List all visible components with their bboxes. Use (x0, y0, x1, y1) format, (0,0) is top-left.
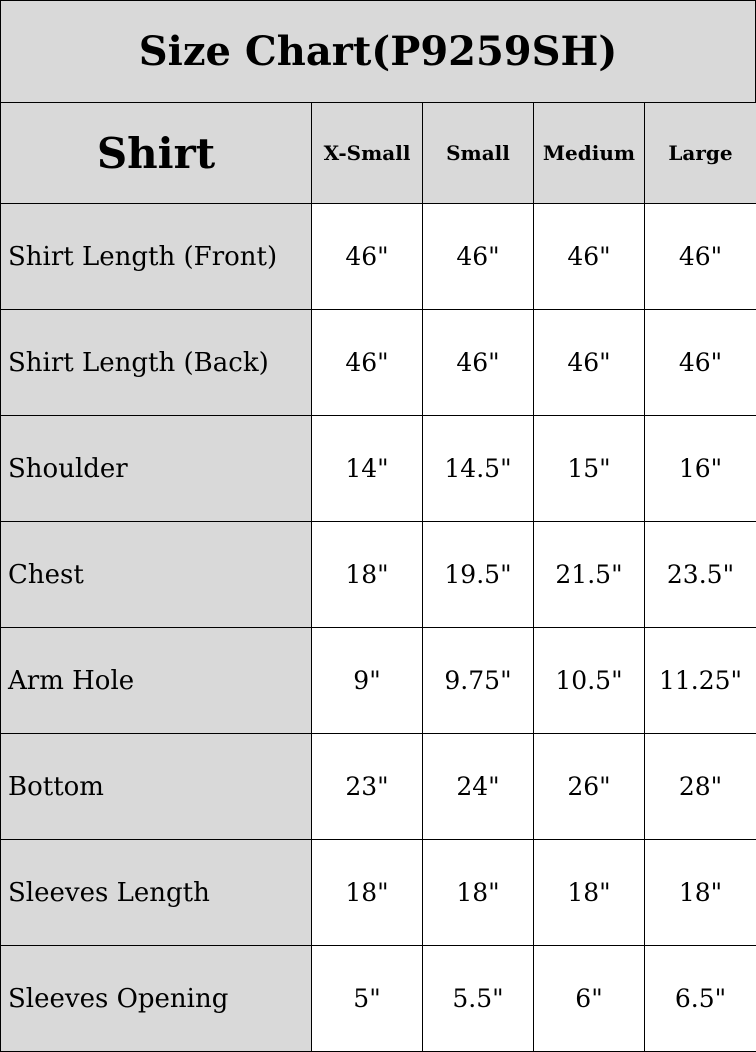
table-row: Shirt Length (Back) 46" 46" 46" 46" (0, 309, 756, 416)
measurement-value: 28" (644, 733, 756, 840)
measurement-value: 23" (311, 733, 423, 840)
table-row: Shoulder 14" 14.5" 15" 16" (0, 415, 756, 522)
size-header: X-Small (311, 102, 423, 204)
measurement-label: Bottom (0, 733, 312, 840)
size-header: Large (644, 102, 756, 204)
measurement-value: 46" (311, 203, 423, 310)
measurement-label: Chest (0, 521, 312, 628)
table-row: Chest 18" 19.5" 21.5" 23.5" (0, 521, 756, 628)
measurement-value: 18" (311, 839, 423, 946)
measurement-value: 6.5" (644, 945, 756, 1052)
measurement-value: 10.5" (533, 627, 645, 734)
measurement-value: 16" (644, 415, 756, 522)
measurement-value: 9" (311, 627, 423, 734)
measurement-value: 21.5" (533, 521, 645, 628)
measurement-value: 24" (422, 733, 534, 840)
measurement-value: 6" (533, 945, 645, 1052)
garment-header: Shirt (0, 102, 312, 204)
measurement-label: Shirt Length (Front) (0, 203, 312, 310)
measurement-value: 14" (311, 415, 423, 522)
measurement-value: 11.25" (644, 627, 756, 734)
measurement-label: Shirt Length (Back) (0, 309, 312, 416)
table-row: Sleeves Length 18" 18" 18" 18" (0, 839, 756, 946)
table-row: Bottom 23" 24" 26" 28" (0, 733, 756, 840)
measurement-value: 18" (533, 839, 645, 946)
size-chart-title: Size Chart(P9259SH) (0, 0, 756, 103)
measurement-value: 26" (533, 733, 645, 840)
measurement-value: 46" (422, 203, 534, 310)
size-chart-table: Shirt X-Small Small Medium Large Shirt L… (0, 102, 756, 1052)
measurement-value: 18" (311, 521, 423, 628)
size-header: Medium (533, 102, 645, 204)
measurement-label: Sleeves Length (0, 839, 312, 946)
measurement-value: 46" (644, 309, 756, 416)
measurement-value: 46" (644, 203, 756, 310)
measurement-value: 18" (422, 839, 534, 946)
measurement-value: 5" (311, 945, 423, 1052)
table-row: Arm Hole 9" 9.75" 10.5" 11.25" (0, 627, 756, 734)
measurement-value: 23.5" (644, 521, 756, 628)
measurement-value: 5.5" (422, 945, 534, 1052)
measurement-value: 46" (533, 309, 645, 416)
measurement-value: 46" (422, 309, 534, 416)
table-row: Sleeves Opening 5" 5.5" 6" 6.5" (0, 945, 756, 1052)
header-row: Shirt X-Small Small Medium Large (0, 102, 756, 204)
measurement-value: 15" (533, 415, 645, 522)
measurement-label: Shoulder (0, 415, 312, 522)
measurement-value: 9.75" (422, 627, 534, 734)
measurement-value: 14.5" (422, 415, 534, 522)
measurement-value: 46" (533, 203, 645, 310)
size-header: Small (422, 102, 534, 204)
measurement-value: 19.5" (422, 521, 534, 628)
measurement-value: 46" (311, 309, 423, 416)
measurement-label: Sleeves Opening (0, 945, 312, 1052)
measurement-label: Arm Hole (0, 627, 312, 734)
table-row: Shirt Length (Front) 46" 46" 46" 46" (0, 203, 756, 310)
measurement-value: 18" (644, 839, 756, 946)
